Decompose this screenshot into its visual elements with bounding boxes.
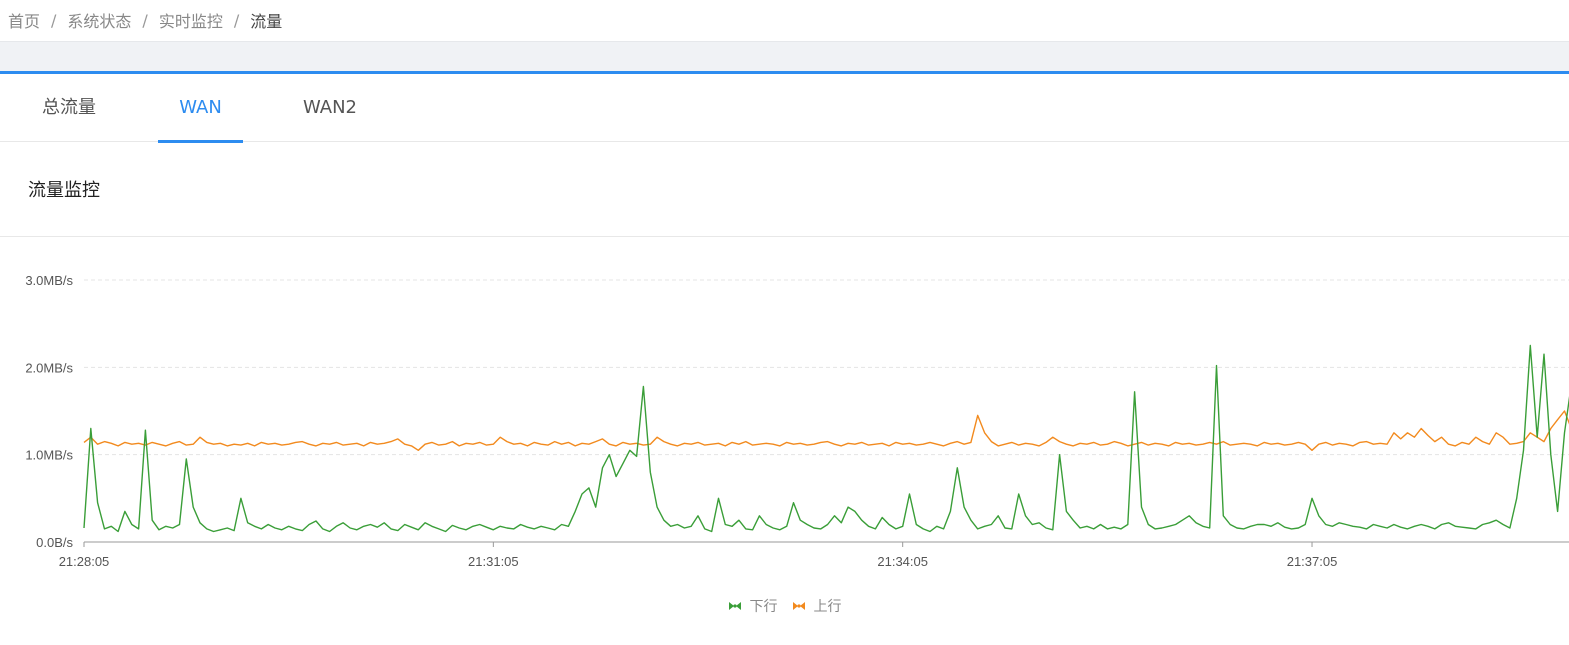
traffic-line-chart[interactable]: 3.0MB/s 2.0MB/s 1.0MB/s 0.0B/s 21:28:05 …	[0, 237, 1569, 587]
active-tab-indicator	[158, 140, 243, 143]
breadcrumb-separator: /	[233, 10, 240, 30]
series-line-upload	[83, 410, 1569, 452]
section-divider	[0, 236, 1569, 237]
breadcrumb-separator: /	[51, 10, 57, 30]
y-tick-label: 0.0B/s	[36, 535, 73, 550]
tab-total-traffic[interactable]: 总流量	[28, 74, 110, 142]
x-tick-label: 21:28:05	[59, 554, 110, 569]
toolbar-band	[0, 41, 1569, 72]
tab-wan[interactable]: WAN	[158, 74, 243, 143]
breadcrumb-realtime-monitor[interactable]: 实时监控	[158, 12, 223, 31]
series-line-download	[83, 344, 1569, 533]
breadcrumb: 首页 / 系统状态 / 实时监控 / 流量	[0, 0, 1569, 40]
section-title: 流量监控	[28, 180, 100, 201]
tab-bar: 总流量 WAN WAN2	[0, 74, 1569, 143]
bowtie-icon	[792, 601, 806, 611]
tab-wan2[interactable]: WAN2	[290, 74, 370, 142]
y-tick-label: 2.0MB/s	[25, 360, 73, 375]
legend-item-upload[interactable]: 上行	[792, 596, 842, 616]
accent-rule	[0, 71, 1569, 74]
x-axis-ticks: 21:28:05 21:31:05 21:34:05 21:37:05	[59, 554, 1338, 569]
bowtie-icon	[728, 601, 742, 611]
legend-label-download: 下行	[749, 599, 778, 615]
breadcrumb-home[interactable]: 首页	[8, 12, 41, 31]
x-axis	[83, 541, 1569, 547]
tab-label: WAN2	[302, 97, 358, 118]
tab-label: WAN	[179, 97, 222, 118]
y-tick-label: 1.0MB/s	[25, 448, 73, 463]
x-tick-label: 21:31:05	[468, 554, 519, 569]
breadcrumb-separator: /	[142, 10, 148, 30]
y-axis-ticks: 3.0MB/s 2.0MB/s 1.0MB/s 0.0B/s	[25, 273, 73, 550]
chart-grid	[84, 279, 1569, 456]
x-tick-label: 21:37:05	[1287, 554, 1338, 569]
legend-item-download[interactable]: 下行	[728, 596, 778, 616]
chart-legend: 下行 上行	[0, 596, 1569, 616]
x-tick-label: 21:34:05	[877, 554, 928, 569]
breadcrumb-traffic: 流量	[250, 12, 283, 31]
breadcrumb-system-status[interactable]: 系统状态	[67, 12, 132, 31]
y-tick-label: 3.0MB/s	[25, 273, 73, 288]
legend-label-upload: 上行	[813, 599, 842, 615]
tab-label: 总流量	[42, 97, 96, 118]
chart-series	[83, 344, 1569, 533]
